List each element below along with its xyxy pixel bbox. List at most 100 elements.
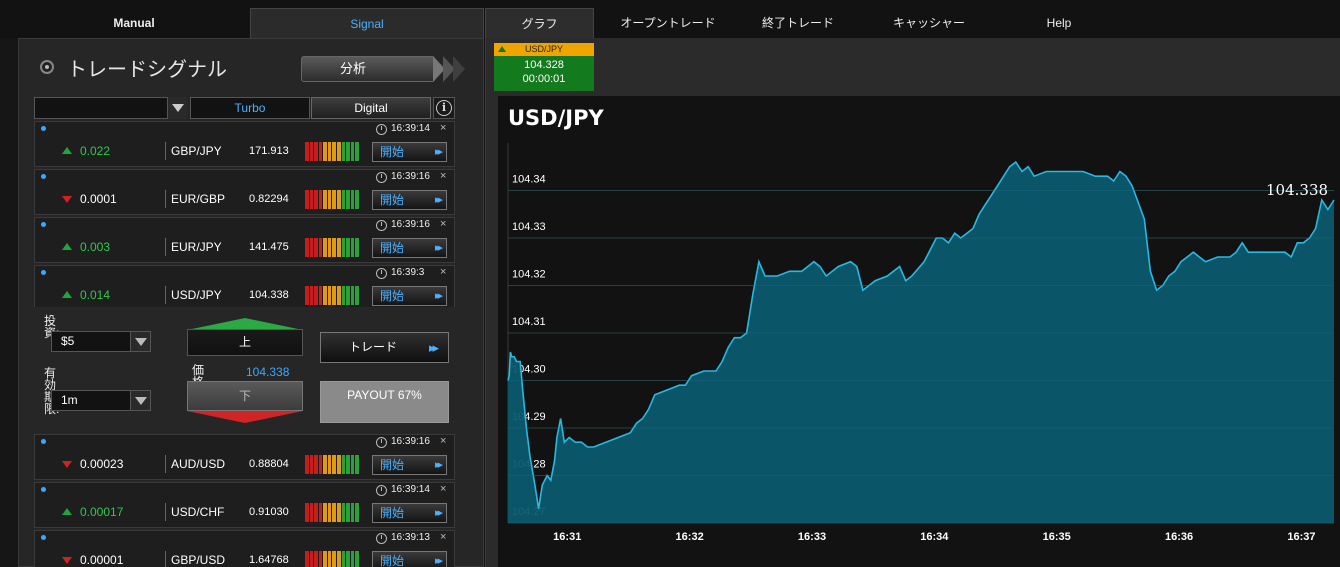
strength-bar	[341, 190, 346, 209]
x-tick-label: 16:32	[676, 531, 704, 543]
tab-graph[interactable]: グラフ	[485, 8, 594, 38]
strength-bar	[323, 503, 327, 522]
price-chart[interactable]: 104.34104.33104.32104.31104.30104.29104.…	[498, 96, 1340, 567]
signal-pair: EUR/GBP	[171, 192, 226, 206]
expiry-select[interactable]: 1m	[51, 390, 151, 411]
signal-price: 0.88804	[249, 458, 289, 470]
call-up-button[interactable]: 上	[187, 318, 303, 356]
trade-button[interactable]: トレード	[320, 332, 449, 363]
signal-time: 16:39:3	[391, 267, 425, 278]
tab-help[interactable]: Help	[1046, 16, 1072, 30]
strength-bar	[355, 551, 359, 567]
signal-price: 0.91030	[249, 506, 289, 518]
chart-title: USD/JPY	[508, 106, 604, 130]
signal-radio-icon[interactable]	[40, 60, 54, 74]
strength-bar	[323, 190, 327, 209]
chevron-down-icon[interactable]	[130, 391, 150, 410]
y-tick-label: 104.34	[512, 174, 546, 186]
strength-bar	[327, 286, 332, 305]
signal-time: 16:39:16	[391, 171, 430, 182]
chevron-right-icon	[453, 56, 465, 82]
signal-pair: AUD/USD	[171, 457, 226, 471]
signal-pair: EUR/JPY	[171, 240, 222, 254]
top-nav: Manual Signal グラフ オープントレード 終了トレード キャッシャー…	[0, 0, 1340, 38]
tab-closed-trades[interactable]: 終了トレード	[761, 16, 834, 30]
price-line	[507, 160, 1335, 509]
arrow-up-icon	[62, 508, 72, 515]
strength-bar	[327, 238, 332, 257]
close-icon[interactable]: ×	[440, 218, 447, 230]
divider	[165, 455, 166, 473]
strength-bar	[323, 551, 327, 567]
strength-bar	[355, 286, 359, 305]
signal-price: 0.82294	[249, 193, 289, 205]
start-button[interactable]: 開始	[372, 238, 447, 258]
start-button[interactable]: 開始	[372, 142, 447, 162]
ticker-body: 104.328 00:00:01	[494, 56, 594, 91]
strength-bar	[309, 503, 314, 522]
strength-bar	[318, 190, 323, 209]
strength-bar	[309, 455, 314, 474]
tab-manual[interactable]: Manual	[113, 16, 155, 30]
strength-bar	[318, 238, 323, 257]
asset-ticker[interactable]: USD/JPY 104.328 00:00:01	[494, 43, 594, 91]
strength-bar	[355, 190, 359, 209]
start-button[interactable]: 開始	[372, 503, 447, 523]
put-down-button[interactable]: 下	[187, 381, 303, 423]
y-tick-label: 104.32	[512, 269, 546, 281]
investment-select[interactable]: $5	[51, 331, 151, 352]
start-button[interactable]: 開始	[372, 190, 447, 210]
close-icon[interactable]: ×	[440, 170, 447, 182]
strength-bar	[341, 238, 346, 257]
close-icon[interactable]: ×	[440, 122, 447, 134]
close-icon[interactable]: ×	[440, 435, 447, 447]
strength-bar	[332, 190, 337, 209]
chevron-down-icon[interactable]	[167, 97, 187, 119]
tab-cashier[interactable]: キャッシャー	[892, 16, 965, 30]
signal-pair: GBP/JPY	[171, 144, 222, 158]
strength-bar	[350, 551, 355, 567]
filter-row: Turbo Digital i	[34, 97, 455, 119]
tab-turbo[interactable]: Turbo	[190, 97, 310, 119]
strength-bar	[318, 455, 323, 474]
start-button[interactable]: 開始	[372, 455, 447, 475]
close-icon[interactable]: ×	[440, 531, 447, 543]
close-icon[interactable]: ×	[440, 266, 447, 278]
y-tick-label: 104.33	[512, 221, 546, 233]
clock-icon	[376, 124, 387, 135]
strength-bar	[350, 190, 355, 209]
asset-filter-select[interactable]	[34, 97, 187, 119]
signal-row: 16:39:16 × 0.00023 AUD/USD 0.88804 開始	[34, 434, 455, 480]
arrow-up-icon	[187, 318, 303, 330]
signal-change: 0.0001	[80, 192, 117, 206]
strength-bar	[323, 286, 327, 305]
signal-time: 16:39:16	[391, 219, 430, 230]
put-down-label: 下	[187, 381, 303, 411]
clock-icon	[376, 268, 387, 279]
chevron-right-icon	[443, 56, 455, 82]
strength-bar	[314, 238, 318, 257]
strength-bar	[309, 190, 314, 209]
start-button[interactable]: 開始	[372, 551, 447, 567]
chevron-down-icon[interactable]	[130, 332, 150, 351]
status-dot-icon	[41, 126, 46, 131]
ticker-pair: USD/JPY	[524, 44, 563, 54]
tab-signal[interactable]: Signal	[250, 8, 484, 38]
strength-bar	[350, 142, 355, 161]
status-dot-icon	[41, 174, 46, 179]
analyze-button[interactable]: 分析	[301, 56, 435, 82]
strength-bar	[337, 503, 341, 522]
strength-meter	[305, 238, 359, 257]
tab-open-trades[interactable]: オープントレード	[620, 16, 716, 30]
start-button[interactable]: 開始	[372, 286, 447, 306]
arrow-up-icon	[62, 243, 72, 250]
tab-digital[interactable]: Digital	[311, 97, 431, 119]
info-button[interactable]: i	[433, 97, 455, 119]
close-icon[interactable]: ×	[440, 483, 447, 495]
signal-price: 1.64768	[249, 554, 289, 566]
strength-bar	[314, 503, 318, 522]
chart-svg: 104.34104.33104.32104.31104.30104.29104.…	[507, 143, 1335, 543]
arrow-up-icon	[62, 147, 72, 154]
graph-panel: USD/JPY 104.328 00:00:01 104.34 104.33 104…	[485, 38, 1340, 567]
strength-bar	[341, 286, 346, 305]
